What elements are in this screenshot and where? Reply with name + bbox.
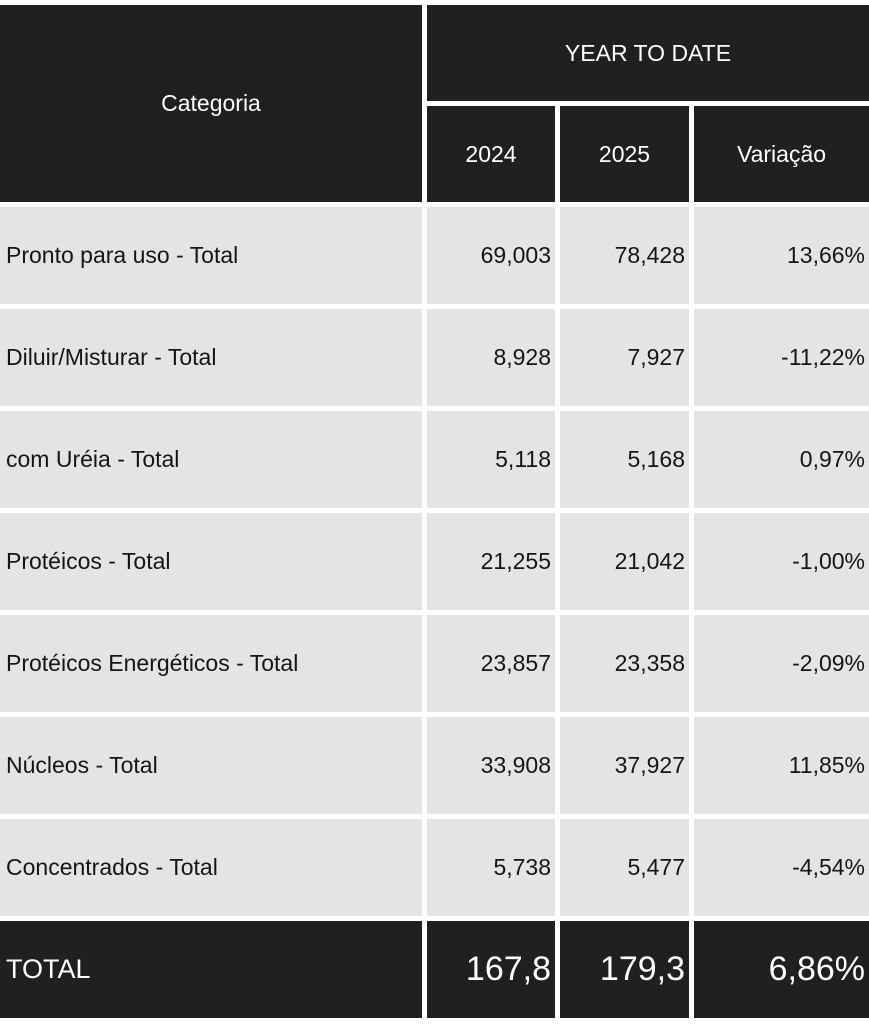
value-2024-cell: 5,738 xyxy=(427,819,555,916)
header-2025: 2025 xyxy=(560,106,689,202)
category-cell: com Uréia - Total xyxy=(0,411,422,508)
header-year-to-date: YEAR TO DATE xyxy=(427,5,869,101)
value-2025-cell: 37,927 xyxy=(560,717,689,814)
value-2024-cell: 23,857 xyxy=(427,615,555,712)
ytd-table: Categoria YEAR TO DATE 2024 2025 Variaçã… xyxy=(0,5,869,1018)
value-2025-cell: 7,927 xyxy=(560,309,689,406)
category-cell: Protéicos - Total xyxy=(0,513,422,610)
category-cell: Diluir/Misturar - Total xyxy=(0,309,422,406)
value-2024-cell: 5,118 xyxy=(427,411,555,508)
variation-cell: -2,09% xyxy=(694,615,869,712)
header-variation: Variação xyxy=(694,106,869,202)
header-category: Categoria xyxy=(0,5,422,202)
category-cell: Concentrados - Total xyxy=(0,819,422,916)
value-2025-cell: 21,042 xyxy=(560,513,689,610)
total-variation-cell: 6,86% xyxy=(694,921,869,1018)
total-value-2024-cell: 167,8 xyxy=(427,921,555,1018)
variation-cell: 0,97% xyxy=(694,411,869,508)
total-value-2025-cell: 179,3 xyxy=(560,921,689,1018)
value-2024-cell: 69,003 xyxy=(427,207,555,304)
value-2025-cell: 78,428 xyxy=(560,207,689,304)
variation-cell: -1,00% xyxy=(694,513,869,610)
variation-cell: -4,54% xyxy=(694,819,869,916)
total-category-cell: TOTAL xyxy=(0,921,422,1018)
category-cell: Núcleos - Total xyxy=(0,717,422,814)
value-2025-cell: 23,358 xyxy=(560,615,689,712)
value-2024-cell: 33,908 xyxy=(427,717,555,814)
value-2024-cell: 21,255 xyxy=(427,513,555,610)
variation-cell: 11,85% xyxy=(694,717,869,814)
variation-cell: 13,66% xyxy=(694,207,869,304)
value-2024-cell: 8,928 xyxy=(427,309,555,406)
header-2024: 2024 xyxy=(427,106,555,202)
value-2025-cell: 5,168 xyxy=(560,411,689,508)
category-cell: Protéicos Energéticos - Total xyxy=(0,615,422,712)
category-cell: Pronto para uso - Total xyxy=(0,207,422,304)
variation-cell: -11,22% xyxy=(694,309,869,406)
value-2025-cell: 5,477 xyxy=(560,819,689,916)
